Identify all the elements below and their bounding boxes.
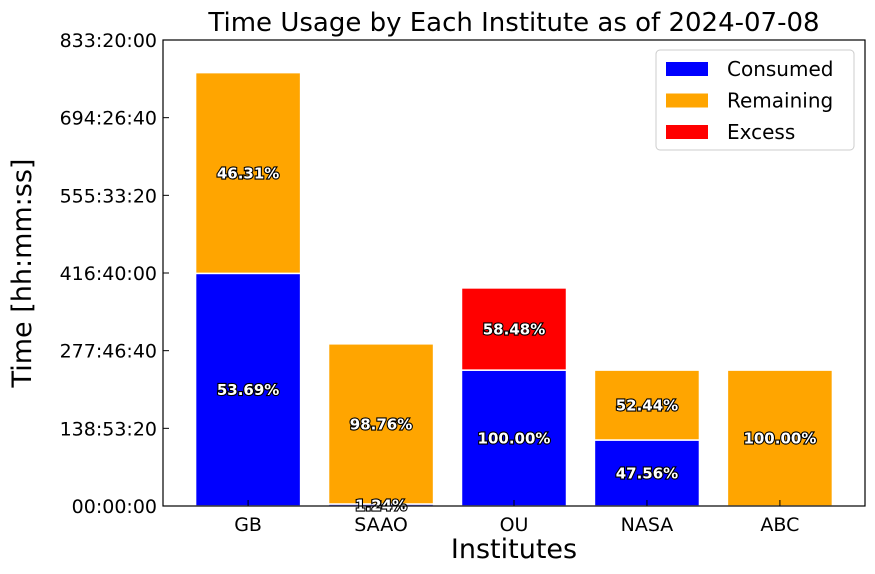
x-tick-label-nasa: NASA: [621, 514, 674, 536]
legend-label-remaining: Remaining: [727, 89, 833, 113]
y-tick-label: 555:33:20: [60, 185, 157, 207]
legend-label-excess: Excess: [727, 120, 795, 144]
bar-label-nasa-consumed: 47.56%: [616, 465, 678, 483]
x-tick-label-abc: ABC: [760, 514, 799, 536]
legend-swatch-consumed: [666, 62, 708, 76]
y-tick-label: 833:20:00: [60, 30, 157, 52]
bar-ou-consumed: [460, 369, 568, 507]
chart-title: Time Usage by Each Institute as of 2024-…: [207, 8, 819, 38]
y-tick-label: 694:26:40: [60, 108, 157, 130]
y-tick-label: 416:40:00: [60, 263, 157, 285]
x-tick-label-ou: OU: [500, 514, 529, 536]
bar-label-ou-excess: 58.48%: [483, 321, 545, 339]
x-tick-label-gb: GB: [234, 514, 262, 536]
bar-label-nasa-remaining: 52.44%: [616, 397, 678, 415]
bar-label-saao-remaining: 98.76%: [350, 415, 412, 433]
x-axis-title: Institutes: [451, 534, 577, 565]
bar-nasa-remaining: [593, 369, 701, 441]
bar-label-abc-remaining: 100.00%: [743, 430, 816, 448]
bars-layer: [194, 71, 834, 507]
y-tick-label: 00:00:00: [72, 496, 157, 518]
legend: Consumed Remaining Excess: [655, 49, 855, 151]
bar-label-gb-remaining: 46.31%: [217, 164, 279, 182]
y-axis: 00:00:00 138:53:20 277:46:40 416:40:00 555:3…: [60, 30, 169, 518]
x-tick-label-saao: SAAO: [354, 514, 408, 536]
y-axis-title: Time [hh:mm:ss]: [7, 159, 38, 389]
bar-label-gb-consumed: 53.69%: [217, 381, 279, 399]
bar-gb-consumed: [194, 272, 302, 507]
legend-swatch-excess: [666, 125, 708, 139]
bar-nasa-consumed: [593, 439, 701, 507]
bar-abc-remaining: [726, 369, 834, 507]
bar-saao-remaining: [327, 343, 435, 505]
x-axis: GB SAAO OU NASA ABC: [234, 500, 799, 536]
bar-gb-remaining: [194, 71, 302, 275]
bar-ou-excess: [460, 287, 568, 371]
y-tick-label: 277:46:40: [60, 341, 157, 363]
legend-label-consumed: Consumed: [727, 57, 833, 81]
y-tick-label: 138:53:20: [60, 418, 157, 440]
legend-swatch-remaining: [666, 93, 708, 108]
bar-label-ou-consumed: 100.00%: [478, 430, 551, 448]
